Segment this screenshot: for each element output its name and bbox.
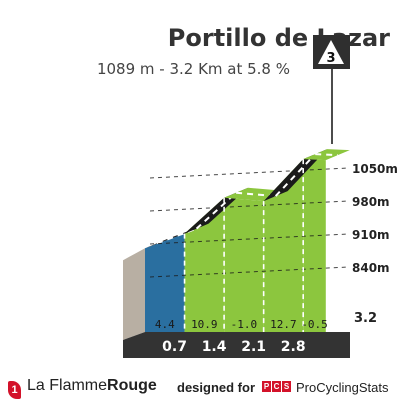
- road-centre-line-4: [315, 153, 338, 157]
- elevation-label-2: 980m: [352, 195, 390, 209]
- gradient-label-4: -0.5: [301, 318, 328, 331]
- gradient-label-2: -1.0: [231, 318, 258, 331]
- gradient-label-0: 4.4: [155, 318, 175, 331]
- elevation-gridline-1: [149, 233, 349, 245]
- brand-suffix: Rouge: [107, 377, 157, 394]
- segment-face-2: [224, 197, 264, 332]
- climb-subtitle: 1089 m - 3.2 Km at 5.8 %: [96, 60, 290, 78]
- road-surface-2: [224, 187, 288, 202]
- pcs-logo: P C S: [262, 381, 291, 392]
- gradient-label-1: 10.9: [191, 318, 218, 331]
- category-badge: 3: [313, 35, 350, 144]
- badge-triangle: [318, 40, 344, 64]
- elevation-gridline-2: [149, 200, 349, 212]
- segment-face-4: [303, 159, 326, 332]
- km-label-1: 1.4: [202, 339, 227, 355]
- footer: 1 La FlammeRouge designed for P C S ProCy…: [0, 372, 405, 402]
- climb-title: Portillo de Lazar: [167, 24, 390, 52]
- badge-number: 3: [326, 51, 335, 66]
- elevation-label-1: 910m: [352, 228, 390, 242]
- pcs-name: ProCyclingStats: [296, 380, 389, 395]
- climb-profile-chart: 3 840m 910m 980m 1050m 4.4 10.9 -1.0 12.7 -0.5 0.…: [123, 35, 398, 358]
- km-label-2: 2.1: [241, 339, 266, 355]
- km-band: [123, 332, 350, 358]
- brand-logo: 1 La FlammeRouge: [8, 377, 157, 399]
- pcs-letter-p: P: [262, 381, 271, 392]
- road-centre-line-3: [274, 153, 316, 197]
- elevation-gridline-3: [149, 167, 349, 179]
- segment-face-3: [263, 159, 304, 332]
- elevation-label-0: 840m: [352, 261, 390, 275]
- road-surface-3: [263, 149, 328, 202]
- gradient-label-3: 12.7: [270, 318, 297, 331]
- designed-for-label: designed for: [177, 380, 256, 395]
- pcs-letter-c: C: [272, 381, 281, 392]
- km-label-3: 2.8: [281, 339, 306, 355]
- km-label-4: 3.2: [354, 311, 377, 326]
- pcs-letter-s: S: [282, 381, 291, 392]
- segment-face-0: [145, 233, 185, 332]
- km-label-0: 0.7: [162, 339, 187, 355]
- profile-side-wall: [123, 248, 145, 340]
- elevation-label-3: 1050m: [352, 162, 398, 176]
- segment-face-1: [184, 197, 225, 332]
- road-centre-line-1: [195, 192, 237, 230]
- brand-prefix: La Flamme: [27, 377, 108, 394]
- flamme-rouge-icon: 1: [8, 381, 21, 399]
- elevation-gridline-0: [149, 266, 349, 278]
